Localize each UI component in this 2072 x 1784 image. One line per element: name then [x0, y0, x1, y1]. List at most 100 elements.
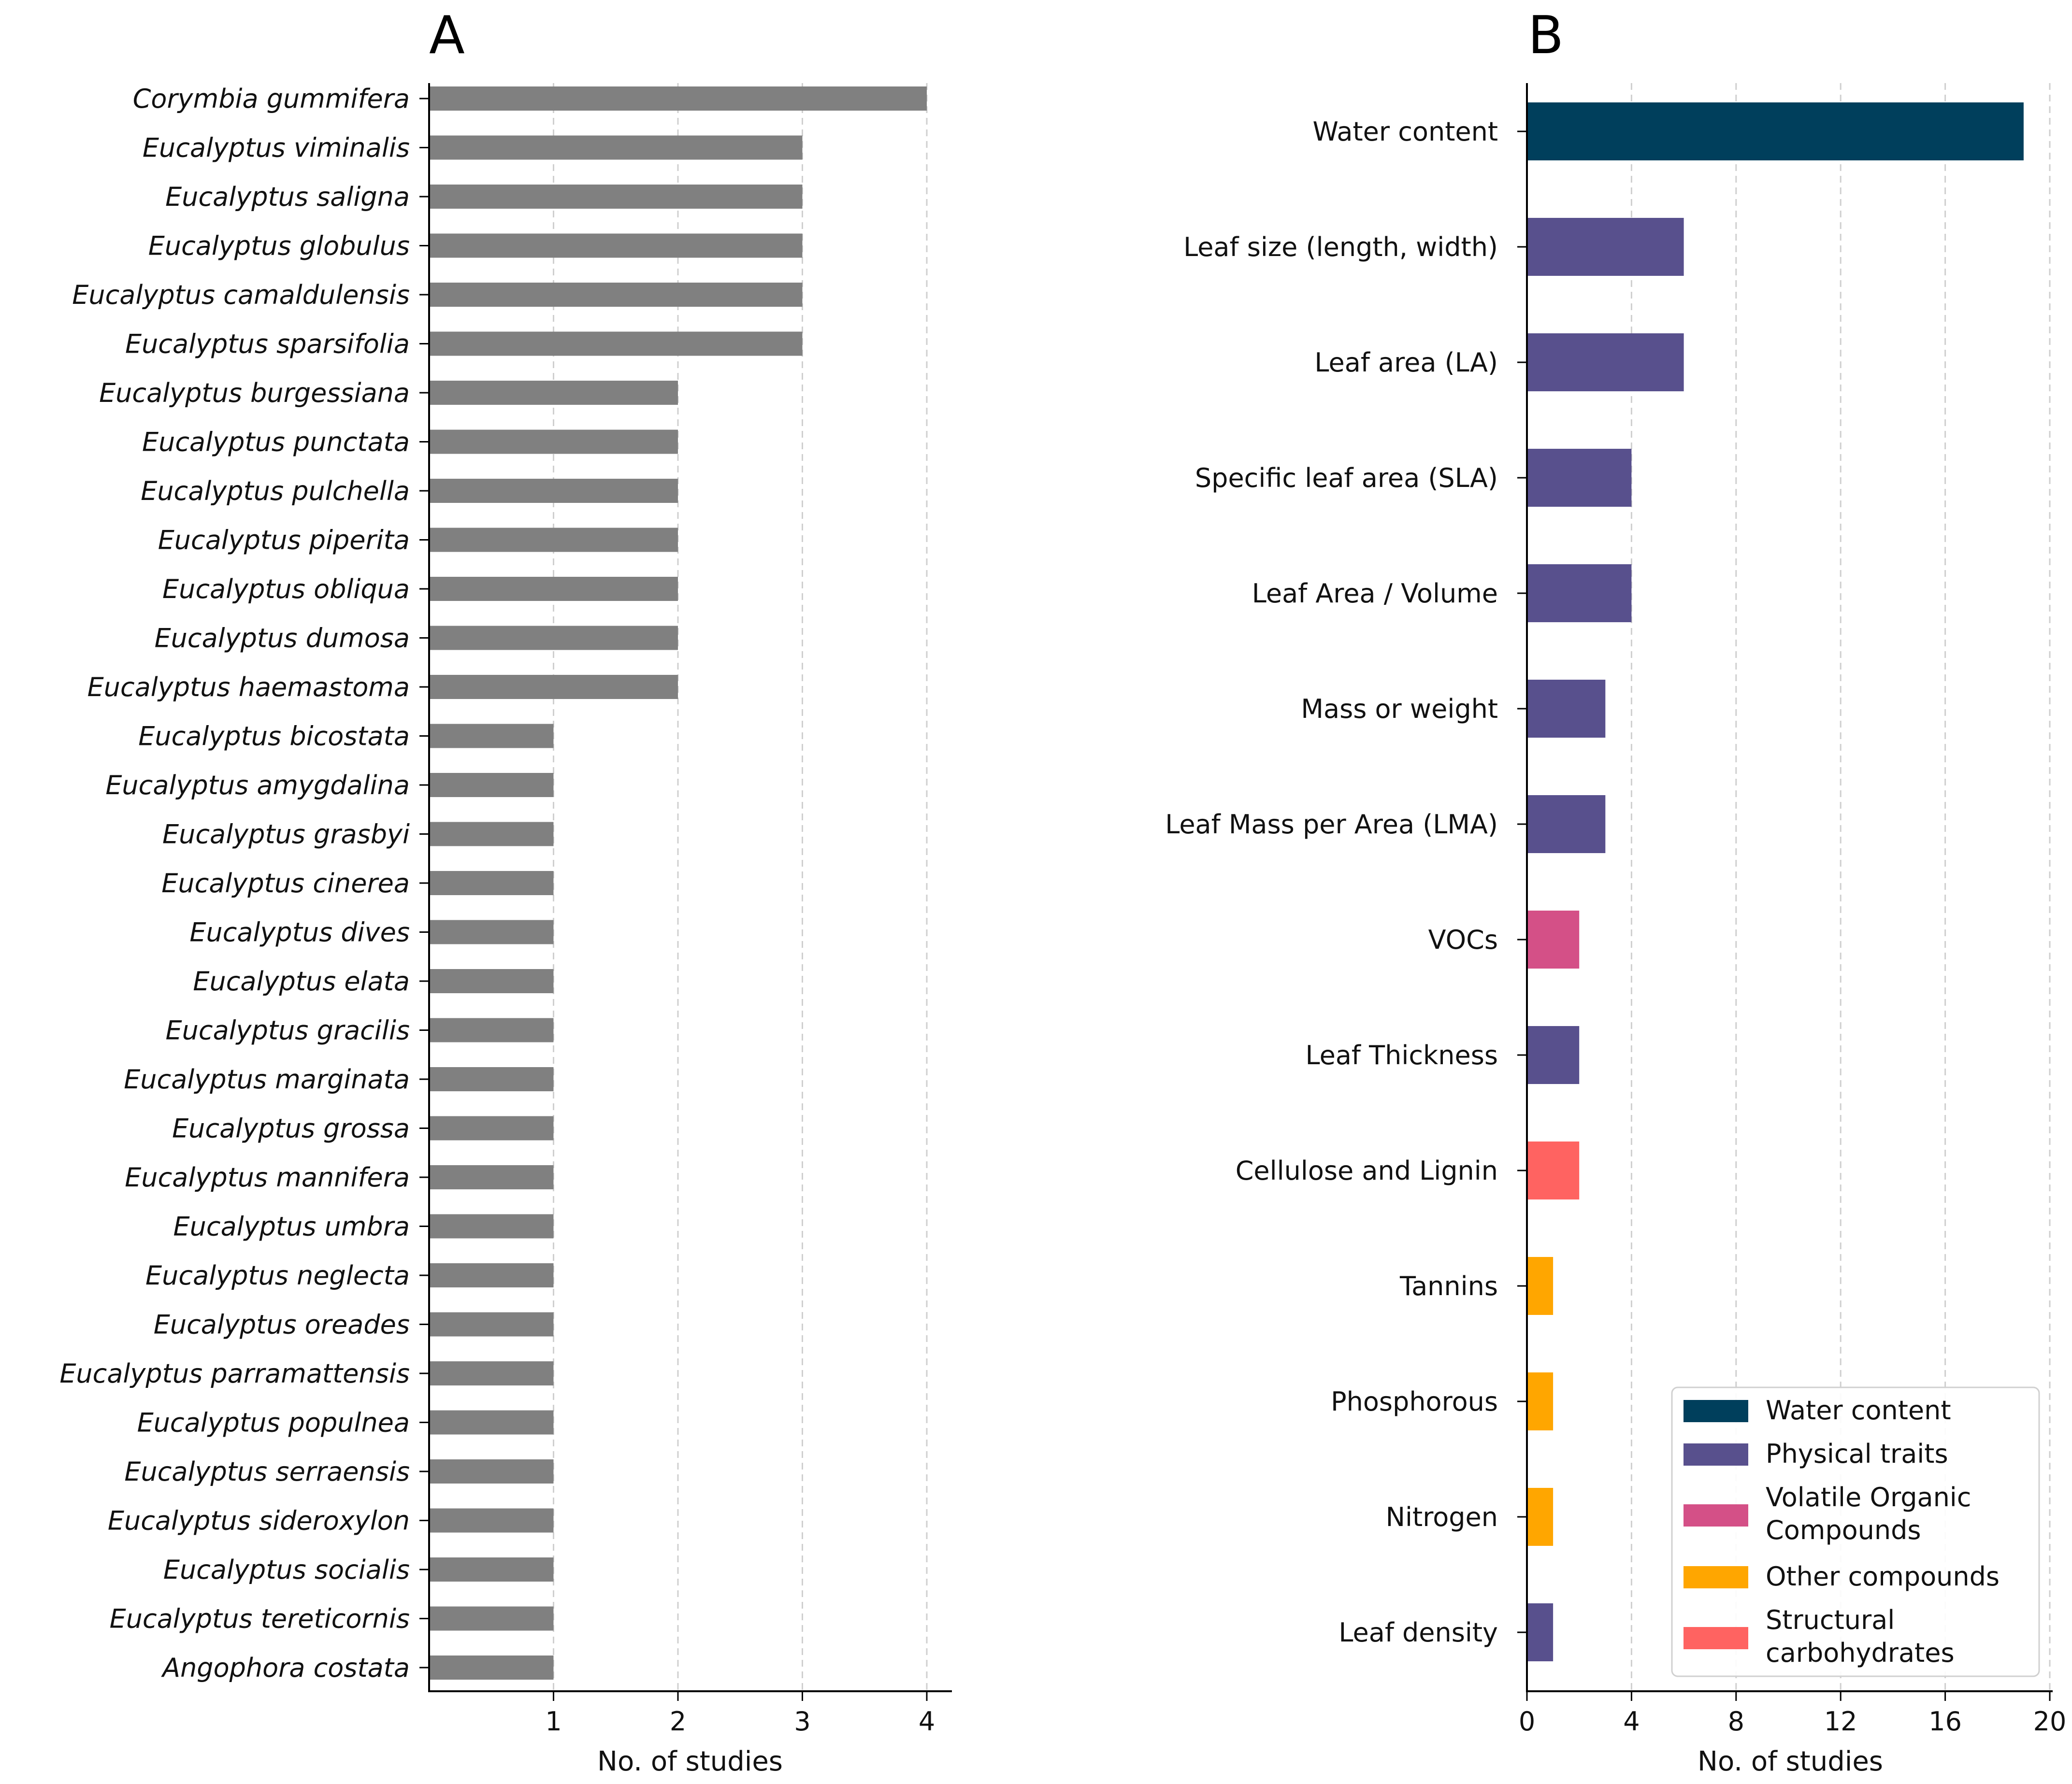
category-label-angophora-costata: Angophora costata — [161, 1653, 410, 1683]
panel-a-gridlines — [553, 83, 928, 1691]
legend-label-water-content: Water content — [1766, 1395, 1951, 1426]
panel-a-label: A — [429, 5, 465, 66]
legend-label-structural-carbohydrates: carbohydrates — [1766, 1638, 1955, 1668]
bar-eucalyptus-cinerea — [429, 871, 554, 895]
category-label-eucalyptus-mannifera: Eucalyptus mannifera — [125, 1162, 410, 1193]
category-label-eucalyptus-neglecta: Eucalyptus neglecta — [145, 1260, 410, 1291]
panel-a-category-labels: Corymbia gummifera Eucalyptus viminalis Eu… — [59, 84, 429, 1683]
panel-b-chart: B Water content Leaf size (length, width)… — [1165, 5, 2066, 1777]
bar-eucalyptus-grasbyi — [429, 822, 554, 846]
bar-specific-leaf-area-sla — [1527, 449, 1632, 507]
bar-eucalyptus-piperita — [429, 528, 678, 552]
category-label-eucalyptus-obliqua: Eucalyptus obliqua — [162, 574, 410, 604]
category-label-eucalyptus-camaldulensis: Eucalyptus camaldulensis — [72, 280, 410, 310]
bar-eucalyptus-amygdalina — [429, 773, 554, 797]
bar-eucalyptus-umbra — [429, 1214, 554, 1239]
category-label-eucalyptus-oreades: Eucalyptus oreades — [154, 1310, 410, 1340]
legend-label-volatile-organic-compounds: Volatile Organic — [1766, 1482, 1971, 1513]
bar-angophora-costata — [429, 1656, 554, 1680]
category-label-eucalyptus-cinerea: Eucalyptus cinerea — [161, 868, 410, 899]
category-label-eucalyptus-pulchella: Eucalyptus pulchella — [141, 476, 410, 506]
category-label-eucalyptus-tereticornis: Eucalyptus tereticornis — [110, 1604, 410, 1634]
legend-swatch-other-compounds — [1684, 1566, 1748, 1588]
category-label-eucalyptus-saligna: Eucalyptus saligna — [165, 182, 410, 212]
bar-tannins — [1527, 1257, 1554, 1315]
category-label-eucalyptus-sideroxylon: Eucalyptus sideroxylon — [108, 1506, 410, 1536]
legend-label-volatile-organic-compounds: Compounds — [1766, 1515, 1921, 1545]
legend-label-other-compounds: Other compounds — [1766, 1561, 2000, 1592]
bar-eucalyptus-sparsifolia — [429, 331, 803, 356]
category-label-vocs: VOCs — [1428, 925, 1498, 955]
category-label-eucalyptus-amygdalina: Eucalyptus amygdalina — [105, 770, 410, 800]
bar-eucalyptus-socialis — [429, 1557, 554, 1582]
bar-eucalyptus-obliqua — [429, 577, 678, 601]
bar-leaf-mass-per-area-lma — [1527, 795, 1606, 853]
bar-eucalyptus-elata — [429, 969, 554, 993]
category-label-tannins: Tannins — [1399, 1271, 1498, 1301]
bar-eucalyptus-bicostata — [429, 724, 554, 748]
category-label-eucalyptus-populnea: Eucalyptus populnea — [137, 1408, 410, 1438]
bar-eucalyptus-pulchella — [429, 479, 678, 503]
bar-eucalyptus-grossa — [429, 1116, 554, 1141]
legend-swatch-structural-carbohydrates — [1684, 1627, 1748, 1649]
category-label-eucalyptus-burgessiana: Eucalyptus burgessiana — [99, 378, 410, 408]
panel-a-tick-label: 1 — [545, 1706, 561, 1737]
bar-corymbia-gummifera — [429, 86, 927, 111]
bar-eucalyptus-burgessiana — [429, 381, 678, 405]
panel-b-tick-label: 0 — [1519, 1706, 1535, 1737]
bar-eucalyptus-serraensis — [429, 1459, 554, 1484]
panel-a-x-axis-title: No. of studies — [597, 1746, 783, 1777]
category-label-corymbia-gummifera: Corymbia gummifera — [133, 84, 410, 114]
bar-eucalyptus-marginata — [429, 1067, 554, 1091]
bar-eucalyptus-tereticornis — [429, 1606, 554, 1631]
category-label-eucalyptus-elata: Eucalyptus elata — [193, 966, 410, 997]
category-label-eucalyptus-gracilis: Eucalyptus gracilis — [166, 1015, 410, 1046]
legend-label-structural-carbohydrates: Structural — [1766, 1605, 1895, 1635]
legend-swatch-physical-traits — [1684, 1443, 1748, 1466]
category-label-nitrogen: Nitrogen — [1386, 1502, 1498, 1532]
panel-a-tick-label: 2 — [670, 1706, 686, 1737]
bar-eucalyptus-neglecta — [429, 1263, 554, 1287]
category-label-eucalyptus-grasbyi: Eucalyptus grasbyi — [162, 819, 410, 850]
panel-b-bars — [1527, 102, 2024, 1661]
category-label-leaf-thickness: Leaf Thickness — [1305, 1040, 1498, 1070]
bar-eucalyptus-saligna — [429, 185, 803, 209]
category-label-eucalyptus-sparsifolia: Eucalyptus sparsifolia — [125, 329, 410, 359]
bar-eucalyptus-gracilis — [429, 1018, 554, 1042]
panel-b-x-ticks: 0 4 8 12 16 20 — [1519, 1691, 2066, 1737]
legend-swatch-water-content — [1684, 1400, 1748, 1422]
bar-vocs — [1527, 911, 1580, 969]
category-label-eucalyptus-globulus: Eucalyptus globulus — [148, 231, 410, 261]
bar-eucalyptus-viminalis — [429, 135, 803, 160]
legend-frame — [1671, 1386, 2040, 1677]
bar-eucalyptus-globulus — [429, 233, 803, 258]
category-label-leaf-area-la: Leaf area (LA) — [1314, 347, 1498, 378]
category-label-eucalyptus-dumosa: Eucalyptus dumosa — [155, 623, 410, 654]
bar-water-content — [1527, 102, 2024, 160]
bar-eucalyptus-oreades — [429, 1312, 554, 1337]
panel-b-tick-label: 16 — [1928, 1706, 1962, 1737]
category-label-eucalyptus-bicostata: Eucalyptus bicostata — [138, 721, 410, 752]
bar-eucalyptus-parramattensis — [429, 1361, 554, 1385]
category-label-eucalyptus-marginata: Eucalyptus marginata — [124, 1064, 410, 1095]
legend-swatch-volatile-organic-compounds — [1684, 1504, 1748, 1527]
category-label-eucalyptus-grossa: Eucalyptus grossa — [172, 1113, 410, 1144]
bar-eucalyptus-sideroxylon — [429, 1508, 554, 1533]
panel-a-x-ticks: 1 2 3 4 — [545, 1691, 935, 1737]
panel-a-bars — [429, 86, 927, 1680]
category-label-leaf-area-volume: Leaf Area / Volume — [1252, 578, 1498, 609]
bar-cellulose-and-lignin — [1527, 1142, 1580, 1199]
bar-eucalyptus-camaldulensis — [429, 283, 803, 307]
bar-nitrogen — [1527, 1488, 1554, 1546]
category-label-leaf-mass-per-area-lma: Leaf Mass per Area (LMA) — [1165, 809, 1498, 840]
category-label-eucalyptus-serraensis: Eucalyptus serraensis — [124, 1456, 410, 1487]
category-label-specific-leaf-area-sla: Specific leaf area (SLA) — [1195, 463, 1498, 493]
bar-leaf-density — [1527, 1603, 1554, 1661]
bar-mass-or-weight — [1527, 680, 1606, 738]
bar-leaf-size-length-width — [1527, 218, 1684, 276]
category-label-eucalyptus-piperita: Eucalyptus piperita — [158, 525, 410, 556]
bar-eucalyptus-mannifera — [429, 1165, 554, 1189]
panel-b-x-axis-title: No. of studies — [1698, 1746, 1883, 1777]
panel-a-tick-label: 4 — [919, 1706, 935, 1737]
